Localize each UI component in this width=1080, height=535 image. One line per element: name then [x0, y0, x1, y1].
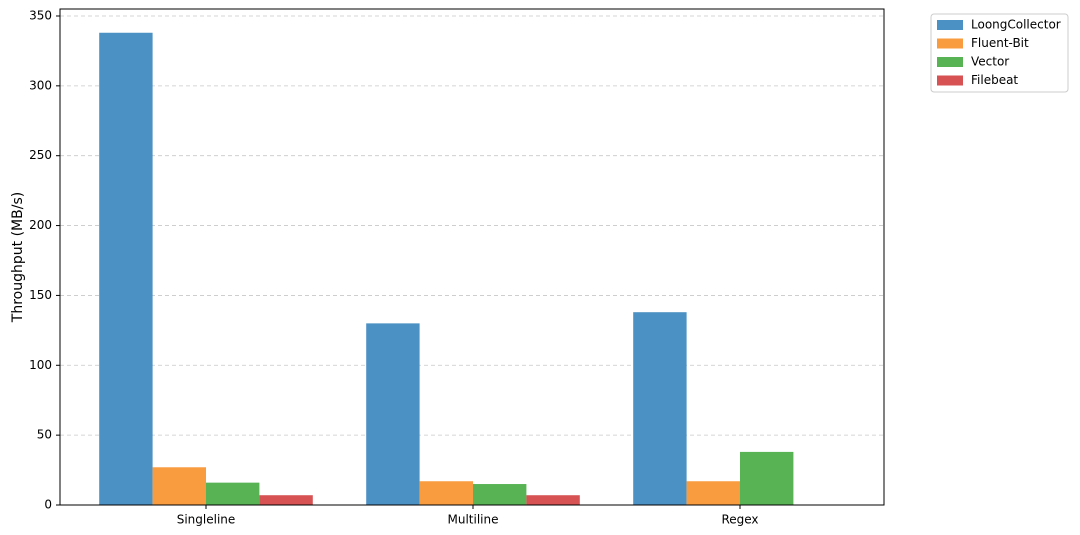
y-tick-label: 0 [44, 498, 52, 512]
legend-label: LoongCollector [971, 18, 1061, 32]
bar [206, 482, 260, 505]
bar [633, 312, 687, 505]
bar [99, 32, 153, 506]
x-tick-label: Regex [721, 513, 758, 527]
y-tick-label: 150 [29, 288, 52, 302]
y-tick-label: 50 [37, 428, 52, 442]
x-tick-label: Multiline [448, 513, 499, 527]
legend-swatch [937, 57, 963, 67]
bar [152, 467, 206, 505]
legend-swatch [937, 20, 963, 30]
legend-box [930, 13, 1069, 93]
legend-label: Fluent-Bit [971, 36, 1029, 50]
plot-frame [59, 8, 885, 506]
y-tick-label: 200 [29, 218, 52, 232]
y-axis-label: Throughput (MB/s) [10, 192, 26, 323]
bar [419, 481, 473, 505]
y-tick-label: 300 [29, 78, 52, 92]
y-tick-label: 350 [29, 8, 52, 22]
x-tick-label: Singleline [177, 513, 236, 527]
bar [366, 323, 420, 505]
legend-label: Vector [971, 55, 1009, 69]
y-tick-label: 250 [29, 148, 52, 162]
bar [259, 495, 313, 505]
bar [473, 484, 527, 505]
legend-swatch [937, 38, 963, 49]
bar [526, 495, 580, 505]
bar [686, 481, 740, 505]
y-tick-label: 100 [29, 358, 52, 372]
legend-label: Filebeat [971, 73, 1018, 87]
legend-swatch [937, 75, 963, 86]
bar [740, 451, 794, 505]
